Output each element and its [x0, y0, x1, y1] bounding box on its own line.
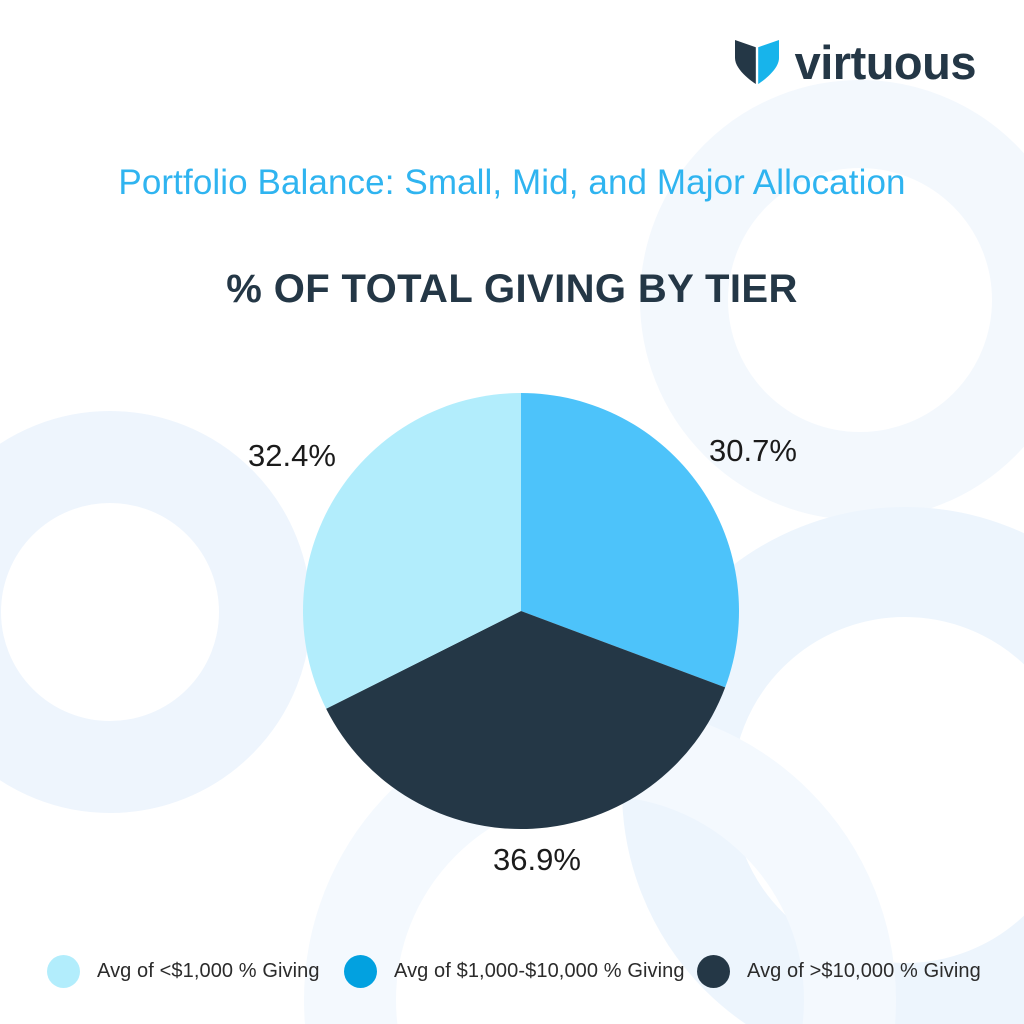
legend-swatch-icon: [47, 954, 80, 988]
chart-title: % OF TOTAL GIVING BY TIER: [226, 267, 798, 311]
legend-swatch-icon: [344, 954, 377, 988]
slice-label-mid: 30.7%: [709, 433, 797, 468]
legend-item-mid[interactable]: Avg of $1,000-$10,000 % Giving: [344, 948, 685, 994]
pie-slice[interactable]: [302, 392, 521, 709]
slice-label-major: 36.9%: [493, 842, 581, 877]
brand-name: virtuous: [794, 35, 977, 89]
legend-item-label: Avg of >$10,000 % Giving: [747, 959, 981, 982]
legend-item-label: Avg of $1,000-$10,000 % Giving: [394, 959, 685, 982]
chart-legend: Avg of <$1,000 % Giving Avg of $1,000-$1…: [0, 948, 1024, 998]
legend-item-major[interactable]: Avg of >$10,000 % Giving: [697, 948, 981, 994]
virtuous-leaf-logo-icon: [734, 40, 779, 84]
legend-item-small[interactable]: Avg of <$1,000 % Giving: [47, 948, 320, 994]
slice-label-small: 32.4%: [248, 438, 336, 473]
brand-logo: virtuous: [734, 35, 977, 89]
legend-item-label: Avg of <$1,000 % Giving: [97, 959, 320, 982]
legend-swatch-icon: [697, 954, 730, 988]
chart-subtitle: Portfolio Balance: Small, Mid, and Major…: [118, 163, 906, 202]
